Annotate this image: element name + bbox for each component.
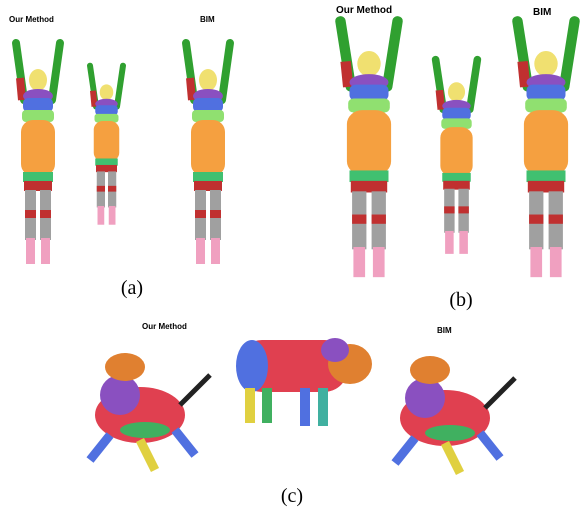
cow-render — [395, 356, 515, 473]
human-render — [340, 21, 397, 277]
cow-render — [90, 353, 210, 470]
panel-caption: (b) — [449, 289, 472, 311]
human-render — [436, 59, 478, 253]
panel-title: Our Method — [9, 15, 54, 24]
panel-caption: (a) — [121, 277, 143, 299]
panel-title: Our Method — [336, 5, 392, 16]
pig-render — [236, 338, 372, 426]
human-render — [186, 43, 230, 264]
panel-caption: (c) — [281, 485, 303, 507]
human-render — [517, 21, 574, 277]
panel-title: Our Method — [142, 322, 187, 331]
panel-title: BIM — [437, 326, 452, 335]
panel-title: BIM — [533, 7, 551, 18]
human-render — [16, 43, 60, 264]
human-render — [90, 66, 123, 225]
figure: Our Method BIM (a) Our Method BIM (b) Ou… — [0, 0, 584, 515]
panel-title: BIM — [200, 15, 215, 24]
